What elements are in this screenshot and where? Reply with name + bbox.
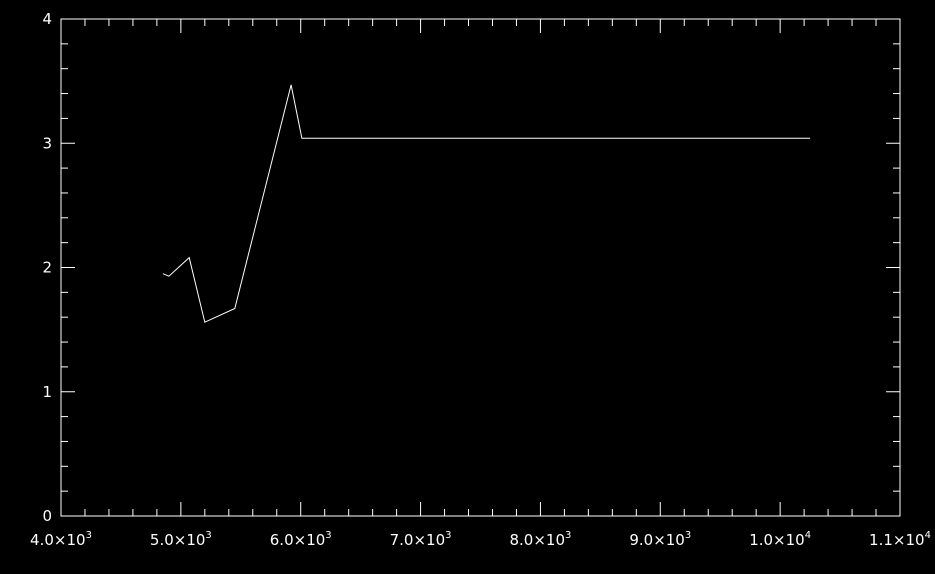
x-tick-exponent: 4 xyxy=(925,530,931,541)
x-tick-exponent: 3 xyxy=(685,530,691,541)
x-tick-label: 8.0×103 xyxy=(509,530,571,549)
x-tick-mantissa: 5.0 xyxy=(150,531,174,549)
y-axis-ticks xyxy=(61,18,900,517)
x-tick-mantissa: 1.0 xyxy=(749,531,773,549)
x-tick-label: 9.0×103 xyxy=(629,530,691,549)
x-tick-mantissa: 8.0 xyxy=(509,531,533,549)
x-tick-times-sign: ×10 xyxy=(773,531,805,549)
y-tick-label: 0 xyxy=(42,507,52,525)
x-tick-label: 4.0×103 xyxy=(30,530,92,549)
x-tick-label: 7.0×103 xyxy=(390,530,452,549)
x-tick-mantissa: 6.0 xyxy=(270,531,294,549)
x-tick-times-sign: ×10 xyxy=(893,531,925,549)
x-tick-label: 1.1×104 xyxy=(869,530,931,549)
y-tick-label: 4 xyxy=(42,10,52,28)
x-tick-times-sign: ×10 xyxy=(54,531,86,549)
x-tick-mantissa: 4.0 xyxy=(30,531,54,549)
x-tick-exponent: 4 xyxy=(805,530,811,541)
x-tick-mantissa: 1.1 xyxy=(869,531,893,549)
x-tick-exponent: 3 xyxy=(565,530,571,541)
x-axis-tick-labels: 4.0×103 5.0×103 6.0×103 7.0×103 8.0×103 9.0×1… xyxy=(30,530,931,549)
x-tick-exponent: 3 xyxy=(445,530,451,541)
y-axis-tick-labels: 0 1 2 3 4 xyxy=(42,10,52,525)
x-tick-times-sign: ×10 xyxy=(294,531,326,549)
x-tick-mantissa: 7.0 xyxy=(390,531,414,549)
x-tick-label: 1.0×104 xyxy=(749,530,811,549)
x-tick-exponent: 3 xyxy=(86,530,92,541)
data-series-line xyxy=(162,84,811,323)
plot-frame xyxy=(60,18,901,517)
x-tick-label: 6.0×103 xyxy=(270,530,332,549)
x-tick-times-sign: ×10 xyxy=(533,531,565,549)
y-tick-label: 2 xyxy=(42,259,52,277)
x-tick-exponent: 3 xyxy=(325,530,331,541)
x-axis-ticks xyxy=(60,19,901,516)
x-tick-times-sign: ×10 xyxy=(653,531,685,549)
x-tick-mantissa: 9.0 xyxy=(629,531,653,549)
y-tick-label: 1 xyxy=(42,383,52,401)
y-tick-label: 3 xyxy=(42,134,52,152)
x-tick-times-sign: ×10 xyxy=(174,531,206,549)
x-tick-label: 5.0×103 xyxy=(150,530,212,549)
x-tick-times-sign: ×10 xyxy=(413,531,445,549)
x-tick-exponent: 3 xyxy=(205,530,211,541)
